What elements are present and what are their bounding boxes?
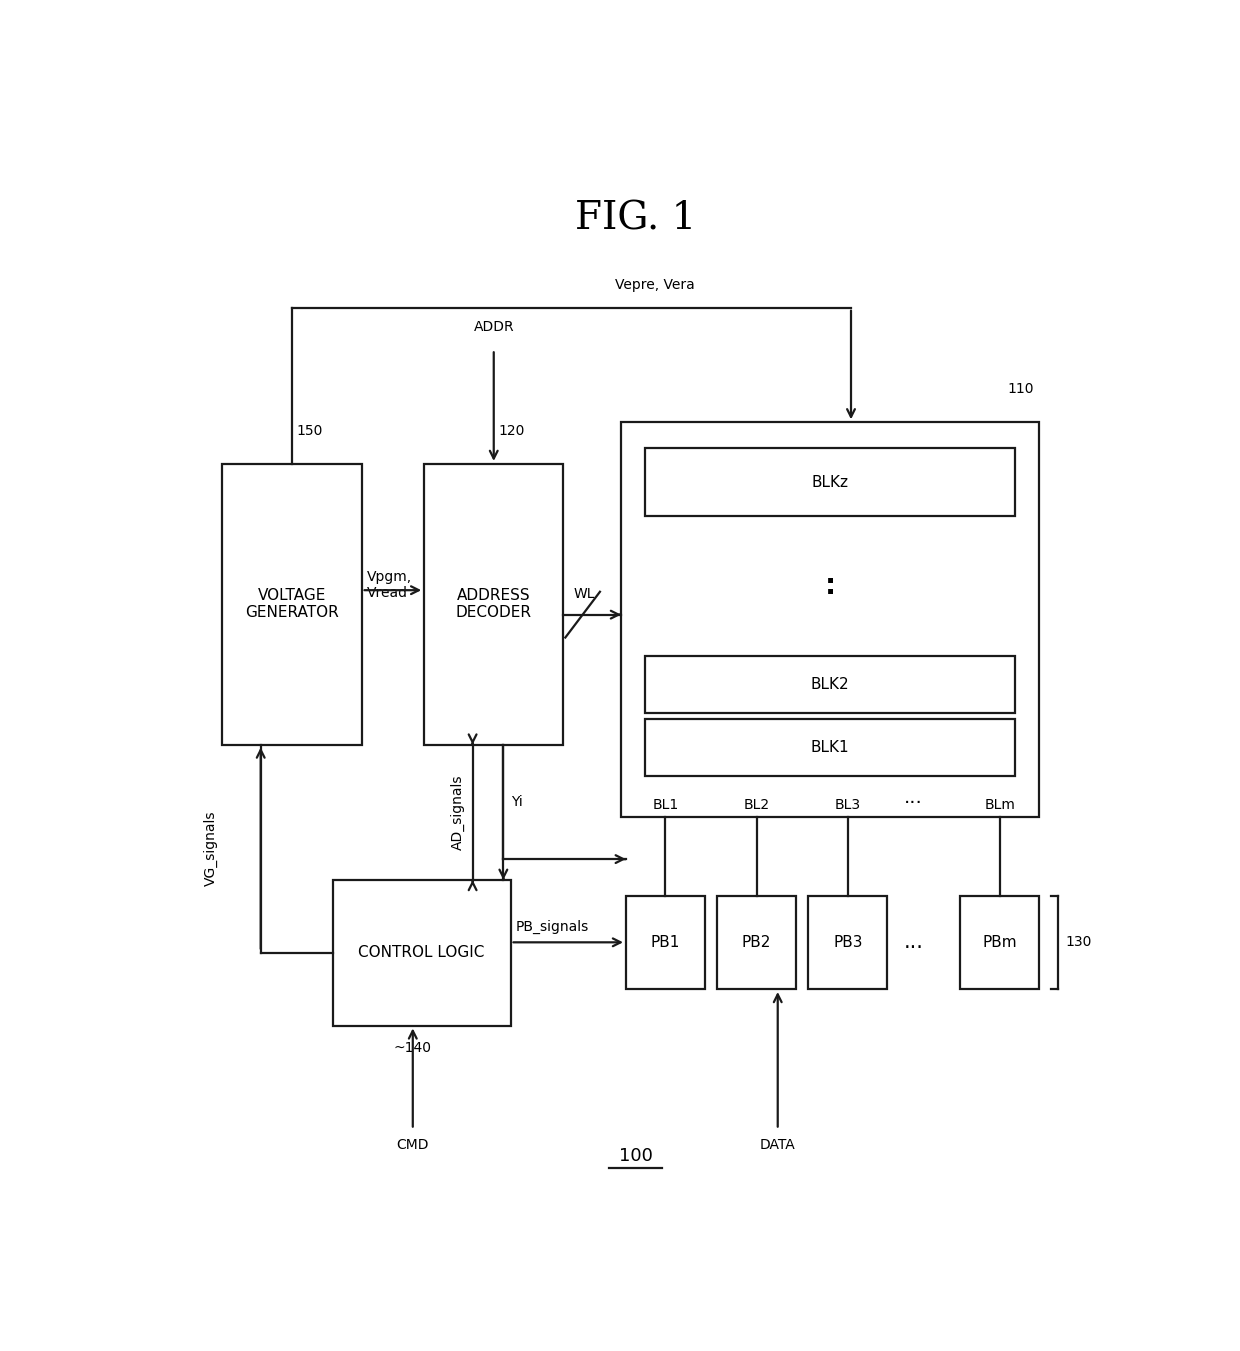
Text: FIG. 1: FIG. 1	[575, 201, 696, 238]
Text: 150: 150	[296, 424, 324, 438]
Text: :: :	[825, 571, 836, 600]
FancyBboxPatch shape	[621, 422, 1039, 817]
Text: Vpgm,
Vread: Vpgm, Vread	[367, 570, 412, 600]
Text: 100: 100	[619, 1147, 652, 1165]
Text: BLm: BLm	[985, 798, 1016, 812]
Text: DATA: DATA	[760, 1138, 796, 1152]
Text: VG_signals: VG_signals	[203, 811, 217, 886]
Text: BL3: BL3	[835, 798, 861, 812]
Text: CONTROL LOGIC: CONTROL LOGIC	[358, 946, 485, 961]
Text: PB1: PB1	[651, 935, 680, 950]
Text: WL: WL	[573, 586, 594, 601]
Text: PB2: PB2	[742, 935, 771, 950]
Text: 130: 130	[1065, 935, 1091, 950]
FancyBboxPatch shape	[222, 463, 362, 744]
Text: ~140: ~140	[393, 1042, 432, 1055]
FancyBboxPatch shape	[645, 449, 1016, 516]
Text: BL1: BL1	[652, 798, 678, 812]
Text: ...: ...	[903, 932, 923, 952]
Text: BLK2: BLK2	[811, 677, 849, 692]
Text: 110: 110	[1008, 382, 1034, 396]
Text: PB_signals: PB_signals	[516, 920, 589, 934]
Text: VOLTAGE
GENERATOR: VOLTAGE GENERATOR	[246, 588, 339, 620]
Text: BL2: BL2	[744, 798, 770, 812]
FancyBboxPatch shape	[717, 896, 796, 989]
Text: ADDRESS
DECODER: ADDRESS DECODER	[456, 588, 532, 620]
Text: BLKz: BLKz	[812, 474, 848, 489]
Text: ...: ...	[904, 788, 923, 807]
FancyBboxPatch shape	[808, 896, 888, 989]
Text: CMD: CMD	[397, 1138, 429, 1152]
Text: PBm: PBm	[982, 935, 1017, 950]
FancyBboxPatch shape	[332, 880, 511, 1025]
Text: 120: 120	[498, 424, 525, 438]
FancyBboxPatch shape	[645, 657, 1016, 713]
Text: AD_signals: AD_signals	[451, 774, 465, 850]
FancyBboxPatch shape	[626, 896, 704, 989]
FancyBboxPatch shape	[424, 463, 563, 744]
FancyBboxPatch shape	[645, 719, 1016, 775]
Text: Yi: Yi	[511, 794, 523, 809]
Text: BLK1: BLK1	[811, 740, 849, 755]
Text: Vepre, Vera: Vepre, Vera	[615, 278, 694, 292]
Text: PB3: PB3	[833, 935, 863, 950]
Text: ADDR: ADDR	[474, 320, 515, 334]
FancyBboxPatch shape	[960, 896, 1039, 989]
